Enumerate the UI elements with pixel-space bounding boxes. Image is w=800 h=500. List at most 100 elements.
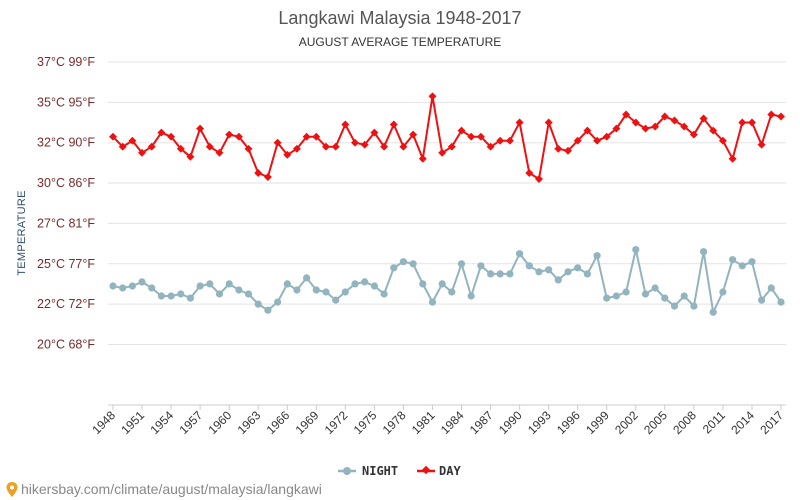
data-point-night[interactable] xyxy=(351,280,359,288)
data-point-day[interactable] xyxy=(515,118,524,127)
data-point-night[interactable] xyxy=(109,282,117,290)
data-point-day[interactable] xyxy=(583,126,592,135)
data-point-day[interactable] xyxy=(428,92,437,101)
data-point-day[interactable] xyxy=(215,148,224,157)
data-point-night[interactable] xyxy=(738,262,746,270)
data-point-night[interactable] xyxy=(244,290,253,298)
data-point-night[interactable] xyxy=(119,284,127,292)
data-point-night[interactable] xyxy=(370,282,378,290)
data-point-day[interactable] xyxy=(689,130,698,139)
data-point-day[interactable] xyxy=(322,142,330,151)
data-point-day[interactable] xyxy=(496,136,505,145)
data-point-night[interactable] xyxy=(293,286,301,294)
data-point-night[interactable] xyxy=(225,280,233,288)
data-point-day[interactable] xyxy=(505,136,514,145)
data-point-night[interactable] xyxy=(128,282,136,290)
data-point-night[interactable] xyxy=(719,288,727,296)
data-point-day[interactable] xyxy=(409,130,418,139)
data-point-night[interactable] xyxy=(254,300,262,308)
data-point-night[interactable] xyxy=(390,264,398,272)
data-point-night[interactable] xyxy=(612,292,621,300)
data-point-night[interactable] xyxy=(525,262,533,270)
data-point-night[interactable] xyxy=(641,290,650,298)
data-point-night[interactable] xyxy=(283,280,291,288)
data-point-day[interactable] xyxy=(128,136,137,145)
data-point-night[interactable] xyxy=(574,264,582,272)
legend-item-night[interactable]: NIGHT xyxy=(338,464,398,478)
data-point-day[interactable] xyxy=(186,152,195,161)
data-point-day[interactable] xyxy=(418,154,427,163)
data-point-day[interactable] xyxy=(467,132,476,141)
data-point-day[interactable] xyxy=(748,118,756,127)
data-point-night[interactable] xyxy=(409,260,417,268)
data-point-night[interactable] xyxy=(487,270,495,278)
data-point-day[interactable] xyxy=(486,142,495,151)
data-point-night[interactable] xyxy=(622,288,630,296)
data-point-day[interactable] xyxy=(438,148,447,157)
data-point-night[interactable] xyxy=(496,270,504,278)
data-point-night[interactable] xyxy=(457,260,466,268)
data-point-day[interactable] xyxy=(573,136,582,145)
data-point-night[interactable] xyxy=(438,280,446,288)
data-point-night[interactable] xyxy=(670,302,679,310)
data-point-night[interactable] xyxy=(477,262,485,270)
data-point-night[interactable] xyxy=(264,306,272,314)
data-point-night[interactable] xyxy=(312,286,320,294)
data-point-day[interactable] xyxy=(225,130,234,139)
data-point-day[interactable] xyxy=(138,148,146,157)
data-point-day[interactable] xyxy=(777,112,785,121)
data-point-night[interactable] xyxy=(341,288,349,296)
data-point-night[interactable] xyxy=(138,278,146,286)
data-point-night[interactable] xyxy=(206,280,214,288)
data-point-day[interactable] xyxy=(767,110,776,119)
data-point-day[interactable] xyxy=(167,132,176,141)
data-point-night[interactable] xyxy=(632,246,640,254)
data-point-day[interactable] xyxy=(341,120,350,129)
data-point-night[interactable] xyxy=(448,288,456,296)
data-point-night[interactable] xyxy=(274,298,282,306)
data-point-day[interactable] xyxy=(244,144,253,153)
data-point-night[interactable] xyxy=(332,296,340,304)
data-point-day[interactable] xyxy=(157,128,166,137)
data-point-night[interactable] xyxy=(186,294,194,302)
data-point-day[interactable] xyxy=(351,138,359,147)
data-point-night[interactable] xyxy=(361,278,369,286)
data-point-night[interactable] xyxy=(535,268,543,276)
data-point-night[interactable] xyxy=(157,292,165,300)
data-point-day[interactable] xyxy=(331,142,340,151)
data-point-night[interactable] xyxy=(680,292,688,300)
data-point-night[interactable] xyxy=(215,290,224,298)
data-point-night[interactable] xyxy=(554,276,562,284)
data-point-night[interactable] xyxy=(148,284,156,292)
data-point-night[interactable] xyxy=(419,280,427,288)
data-point-night[interactable] xyxy=(303,274,311,282)
data-point-night[interactable] xyxy=(661,294,669,302)
data-point-day[interactable] xyxy=(302,132,311,141)
data-point-day[interactable] xyxy=(283,150,292,159)
data-point-night[interactable] xyxy=(777,298,785,306)
data-point-day[interactable] xyxy=(196,124,205,133)
footer-link[interactable]: hikersbay.com/climate/august/malaysia/la… xyxy=(21,481,322,497)
data-point-night[interactable] xyxy=(748,258,756,266)
data-point-day[interactable] xyxy=(360,140,369,149)
data-point-day[interactable] xyxy=(718,136,727,145)
data-point-day[interactable] xyxy=(525,169,534,177)
data-point-day[interactable] xyxy=(757,140,766,149)
data-point-day[interactable] xyxy=(564,146,572,155)
data-point-day[interactable] xyxy=(738,118,747,127)
data-point-day[interactable] xyxy=(370,128,379,137)
data-point-day[interactable] xyxy=(476,132,485,141)
data-point-day[interactable] xyxy=(728,154,737,163)
data-point-night[interactable] xyxy=(196,282,204,290)
data-point-night[interactable] xyxy=(758,296,766,304)
data-point-day[interactable] xyxy=(554,144,563,153)
data-point-day[interactable] xyxy=(147,142,156,151)
data-point-night[interactable] xyxy=(767,284,775,292)
data-point-day[interactable] xyxy=(399,142,408,151)
data-point-day[interactable] xyxy=(273,138,282,147)
data-point-day[interactable] xyxy=(612,124,621,133)
data-point-night[interactable] xyxy=(729,256,737,264)
data-point-night[interactable] xyxy=(690,302,698,310)
data-point-day[interactable] xyxy=(292,144,301,153)
data-point-day[interactable] xyxy=(447,142,456,151)
